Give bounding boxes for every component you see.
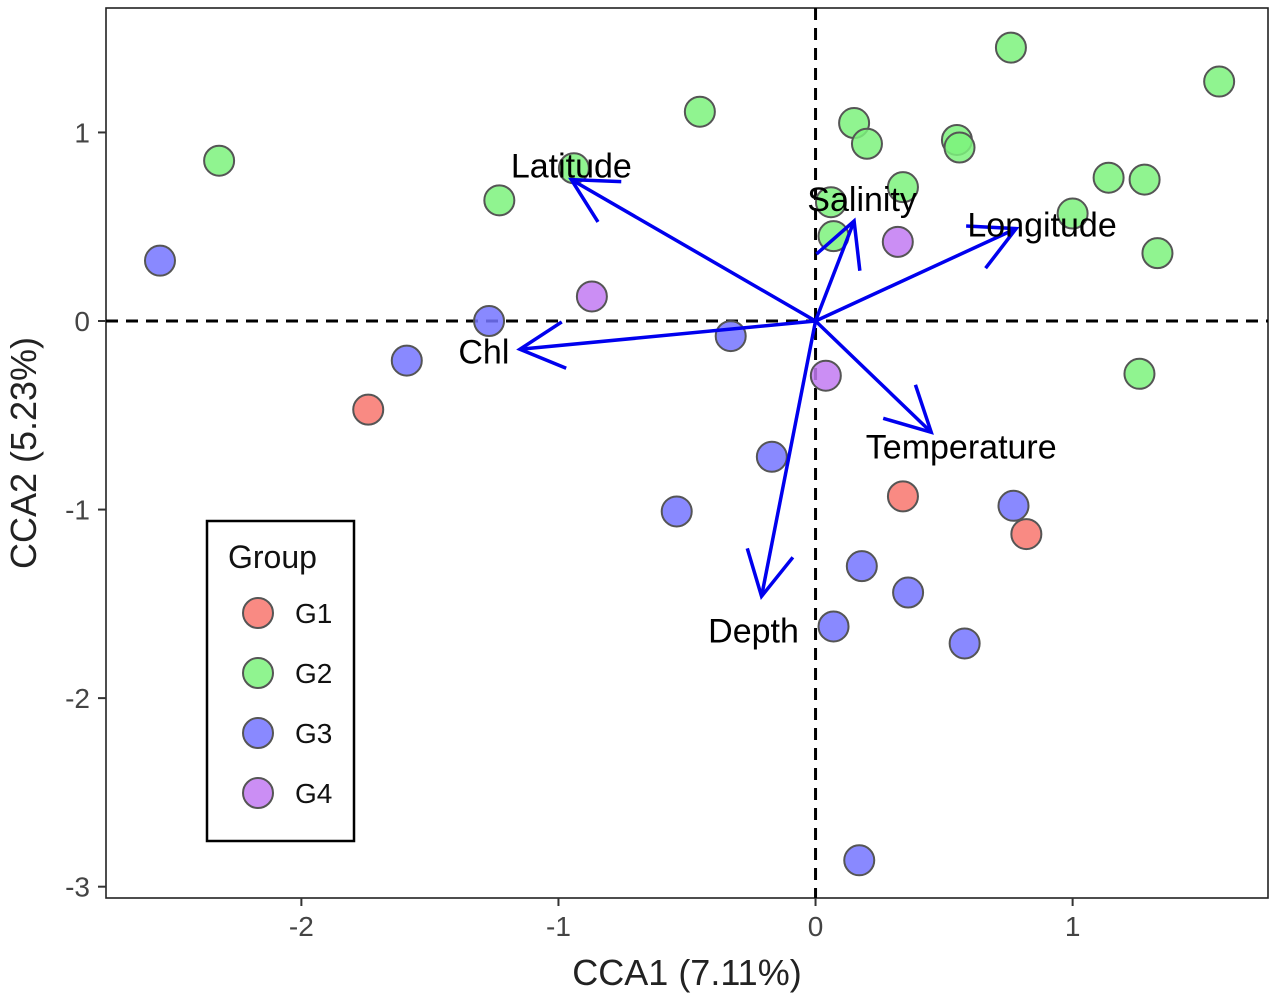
point-g2 <box>203 144 236 177</box>
x-tick-label: -2 <box>289 911 314 942</box>
point-g2 <box>1128 163 1161 196</box>
point-g2 <box>483 184 516 217</box>
y-tick-label: 0 <box>74 306 90 337</box>
point-g3 <box>817 610 850 643</box>
legend-box <box>205 519 356 843</box>
point-g3 <box>892 576 925 609</box>
legend-label-g4: G4 <box>295 778 332 809</box>
point-g1 <box>886 480 919 513</box>
points-layer <box>143 31 1236 877</box>
vector-line <box>814 227 1017 323</box>
x-axis-label: CCA1 (7.11%) <box>572 952 801 993</box>
point-g2 <box>683 95 716 128</box>
point-g4 <box>881 225 914 258</box>
legend: Group G1 G2 G3 G4 <box>205 519 356 843</box>
vector-line <box>519 319 816 352</box>
x-tick-label: 1 <box>1065 911 1081 942</box>
point-g2 <box>1056 197 1089 230</box>
point-g2 <box>1203 65 1236 98</box>
vector-chl: Chl <box>458 319 816 371</box>
y-tick-label: -2 <box>65 683 90 714</box>
vector-line <box>814 319 933 434</box>
point-g3 <box>845 550 878 583</box>
point-g2 <box>943 131 976 164</box>
legend-swatch-g4 <box>242 777 274 809</box>
vector-arrowhead <box>815 217 862 271</box>
vector-label: Depth <box>708 612 799 650</box>
x-axis: -2 -1 0 1 <box>289 898 1080 942</box>
vector-label: Temperature <box>866 428 1057 466</box>
legend-swatch-g2 <box>242 657 274 689</box>
vector-arrowhead <box>568 177 622 223</box>
vector-label: Chl <box>458 333 509 371</box>
point-g3 <box>948 627 981 660</box>
y-axis: -3 -2 -1 0 1 <box>65 117 106 903</box>
point-g2 <box>814 186 847 219</box>
vector-label: Longitude <box>967 207 1116 245</box>
point-g3 <box>755 440 788 473</box>
y-tick-label: 1 <box>74 117 90 148</box>
legend-entries: G1 G2 G3 G4 <box>242 597 332 809</box>
reference-lines <box>106 8 1268 898</box>
vector-latitude: Latitude <box>511 148 817 323</box>
y-tick-label: -1 <box>65 495 90 526</box>
vector-salinity: Salinity <box>807 181 917 322</box>
point-g3 <box>714 320 747 353</box>
vector-line <box>570 178 817 323</box>
vector-label: Latitude <box>511 148 632 186</box>
legend-label-g1: G1 <box>295 598 332 629</box>
vector-arrowhead <box>745 547 795 601</box>
point-g2 <box>994 31 1027 64</box>
point-g3 <box>143 244 176 277</box>
point-g4 <box>809 359 842 392</box>
vector-arrowhead <box>966 224 1020 270</box>
point-g3 <box>843 844 876 877</box>
legend-swatch-g3 <box>242 717 274 749</box>
point-g2 <box>1092 161 1125 194</box>
point-g3 <box>390 344 423 377</box>
point-g4 <box>575 280 608 313</box>
point-g1 <box>352 393 385 426</box>
vector-arrowhead <box>516 320 567 370</box>
vector-temperature: Temperature <box>814 319 1057 466</box>
vectors-layer: Latitude Salinity Longitude Chl Temperature D… <box>458 148 1116 651</box>
vector-depth: Depth <box>708 320 818 650</box>
point-g3 <box>660 495 693 528</box>
vector-label: Salinity <box>807 181 917 219</box>
legend-label-g2: G2 <box>295 658 332 689</box>
vector-line <box>813 220 856 322</box>
legend-swatch-g1 <box>242 597 274 629</box>
vector-arrowhead <box>882 384 934 435</box>
point-g3 <box>473 305 506 338</box>
x-tick-label: 0 <box>808 911 824 942</box>
y-tick-label: -3 <box>65 872 90 903</box>
vector-longitude: Longitude <box>814 207 1117 323</box>
point-g2 <box>1141 237 1174 270</box>
point-g2 <box>1123 357 1156 390</box>
x-tick-label: -1 <box>546 911 571 942</box>
legend-label-g3: G3 <box>295 718 332 749</box>
y-axis-label: CCA2 (5.23%) <box>3 337 44 569</box>
point-g1 <box>1010 518 1043 551</box>
point-g2 <box>850 127 883 160</box>
vector-line <box>759 320 818 597</box>
point-g3 <box>997 489 1030 522</box>
point-g2 <box>886 171 919 204</box>
legend-title: Group <box>228 539 317 575</box>
